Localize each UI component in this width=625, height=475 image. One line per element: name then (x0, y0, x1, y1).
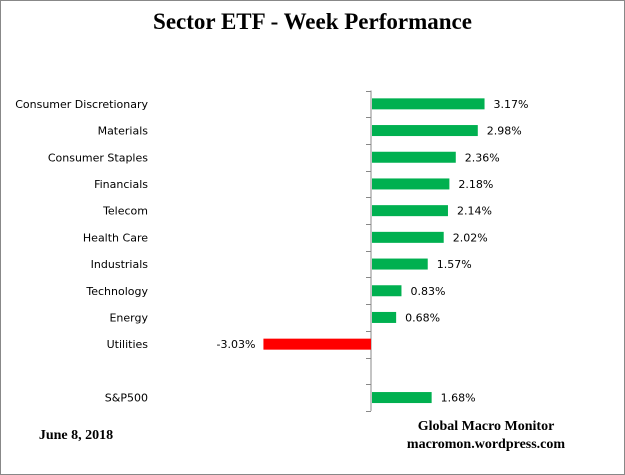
bar (372, 178, 450, 190)
bar (372, 231, 444, 243)
bar (372, 205, 448, 217)
category-label: Technology (85, 285, 148, 298)
chart-date: June 8, 2018 (38, 428, 114, 443)
data-label: 2.36% (465, 151, 500, 164)
bar (372, 311, 397, 323)
chart-title: Sector ETF - Week Performance (153, 9, 472, 34)
category-label: Consumer Staples (48, 151, 148, 164)
category-label: Energy (109, 311, 148, 324)
category-label: Materials (98, 125, 149, 138)
category-label: Financials (94, 178, 148, 191)
source-name: Global Macro Monitor (417, 419, 555, 434)
bar (263, 338, 371, 350)
category-label: Industrials (91, 258, 149, 271)
data-label: 2.18% (458, 178, 493, 191)
data-label: 3.17% (494, 98, 529, 111)
category-label: Telecom (102, 205, 148, 218)
category-label: Consumer Discretionary (15, 98, 148, 111)
bar (372, 258, 428, 270)
category-label: S&P500 (105, 392, 148, 405)
data-label: 2.98% (487, 125, 522, 138)
bar (372, 285, 402, 297)
bar (372, 151, 456, 163)
bar (372, 125, 478, 137)
bar (372, 392, 432, 404)
data-label: 1.68% (441, 392, 476, 405)
data-label: 0.83% (410, 285, 445, 298)
data-label: 2.02% (453, 231, 488, 244)
category-label: Health Care (83, 231, 148, 244)
data-label: 1.57% (437, 258, 472, 271)
category-label: Utilities (107, 338, 149, 351)
bar (372, 98, 485, 110)
source-url: macromon.wordpress.com (406, 437, 566, 452)
data-label: 2.14% (457, 205, 492, 218)
data-label: 0.68% (405, 311, 440, 324)
data-label: -3.03% (217, 338, 256, 351)
